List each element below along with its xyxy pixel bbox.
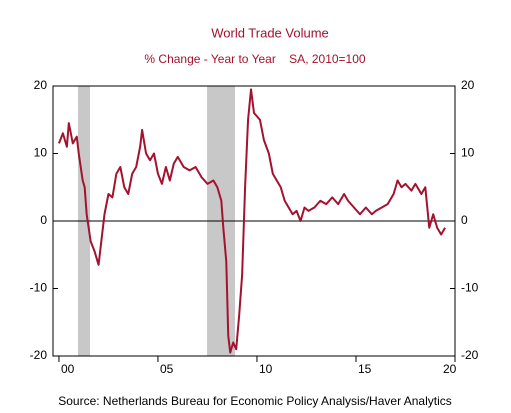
y-tick-label: -10 xyxy=(30,281,48,295)
y-tick-label: 20 xyxy=(34,78,48,92)
y2-tick-label: 0 xyxy=(461,213,468,227)
y2-tick-label: 20 xyxy=(461,78,475,92)
x-tick-label: 05 xyxy=(160,362,174,376)
source-note: Source: Netherlands Bureau for Economic … xyxy=(58,394,452,408)
y2-tick-label: -20 xyxy=(461,348,479,362)
x-tick-label: 00 xyxy=(61,362,75,376)
x-tick-label: 10 xyxy=(259,362,273,376)
x-tick-label: 20 xyxy=(443,362,457,376)
y2-tick-label: -10 xyxy=(461,281,479,295)
chart-subtitle: % Change - Year to Year SA, 2010=100 xyxy=(144,52,366,66)
y-tick-label: 0 xyxy=(40,213,47,227)
y-tick-label: -20 xyxy=(30,348,48,362)
data-line xyxy=(58,88,446,354)
y2-tick-label: 10 xyxy=(461,146,475,160)
y-tick-label: 10 xyxy=(34,146,48,160)
chart-title: World Trade Volume xyxy=(211,25,329,40)
x-tick-label: 15 xyxy=(358,362,372,376)
